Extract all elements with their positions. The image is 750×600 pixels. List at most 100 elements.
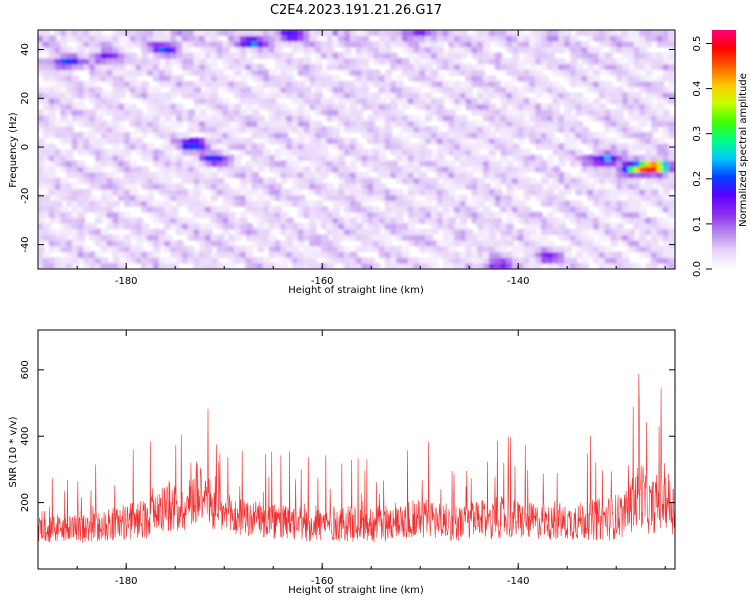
heatmap-cell [256, 63, 266, 71]
heatmap-cell [106, 194, 115, 202]
heatmap-cell [372, 228, 382, 236]
heatmap-cell [169, 205, 179, 213]
heatmap-cell [164, 63, 173, 71]
heatmap-cell [216, 69, 225, 77]
heatmap-cell [349, 137, 358, 145]
heatmap-cell [164, 148, 173, 156]
heatmap-cell [181, 46, 190, 54]
heatmap-cell [291, 245, 301, 253]
heatmap-cell [54, 86, 63, 94]
heatmap-cell [111, 120, 121, 128]
heatmap-cell [146, 194, 156, 202]
heatmap-cell [158, 228, 167, 236]
heatmap-cell [447, 217, 457, 225]
heatmap-cell [175, 240, 185, 247]
heatmap-cell [401, 245, 411, 253]
heatmap-cell [140, 222, 150, 230]
heatmap-cell [488, 75, 497, 82]
heatmap-cell [355, 143, 364, 151]
heatmap-cell [164, 257, 173, 264]
heatmap-cell [355, 114, 364, 122]
snr-x-axis-label: Height of straight line (km) [288, 585, 424, 596]
heatmap-cell [320, 69, 330, 77]
heatmap-x-tick-label: -180 [115, 276, 138, 287]
heatmap-cell [239, 52, 248, 59]
snr-x-tick-label: -140 [507, 576, 530, 587]
heatmap-cell [65, 154, 75, 162]
colorbar-tick-label: 0.4 [692, 81, 703, 97]
heatmap-cell [395, 109, 405, 116]
heatmap-cell [511, 143, 521, 151]
heatmap-cell [129, 103, 138, 111]
heatmap-cell [331, 240, 341, 247]
heatmap-cell [59, 205, 69, 213]
heatmap-cell [413, 114, 422, 122]
heatmap-cell [430, 126, 440, 133]
heatmap-cell [94, 143, 104, 151]
heatmap-cell [552, 166, 561, 173]
heatmap-cell [100, 228, 109, 236]
heatmap-cell [221, 205, 231, 213]
heatmap-cell [505, 80, 515, 88]
heatmap-cell [48, 143, 57, 151]
heatmap-cell [175, 120, 185, 128]
heatmap-cell [274, 205, 283, 213]
heatmap-cell [117, 126, 127, 133]
heatmap-cell [580, 177, 590, 185]
heatmap-cell [557, 217, 567, 225]
figure-title: C2E4.2023.191.21.26.G17 [270, 3, 442, 18]
heatmap-cell [291, 160, 301, 168]
snr-y-axis-label: SNR (10 * v/v) [8, 416, 19, 487]
heatmap-cell [210, 63, 219, 71]
heatmap-cell [320, 148, 330, 156]
heatmap-cell [279, 131, 289, 139]
heatmap-cell [245, 222, 254, 230]
heatmap-cell [580, 205, 590, 213]
heatmap-cell [221, 183, 231, 190]
heatmap-cell [355, 222, 364, 230]
heatmap-cell [129, 52, 138, 59]
heatmap-cell [175, 154, 185, 162]
heatmap-cell [384, 75, 393, 82]
heatmap-cell [465, 228, 474, 236]
heatmap-cell [424, 92, 434, 99]
heatmap-cell [274, 154, 283, 162]
heatmap-cell [372, 177, 382, 185]
heatmap-cell [505, 160, 515, 168]
heatmap-cell [268, 69, 277, 77]
heatmap-cell [303, 114, 312, 122]
heatmap-cell [389, 160, 399, 168]
heatmap-cell [337, 154, 347, 162]
heatmap-cell [644, 131, 654, 139]
heatmap-cell [552, 137, 561, 145]
heatmap-cell [586, 211, 596, 219]
heatmap-cell [221, 148, 231, 156]
heatmap-cell [239, 217, 248, 225]
heatmap-cell [360, 200, 370, 208]
heatmap-cell [349, 160, 358, 168]
heatmap-cell [38, 137, 46, 145]
heatmap-cell [227, 240, 237, 247]
heatmap-cell [592, 46, 602, 54]
heatmap-cell [210, 194, 219, 202]
heatmap-cell [297, 137, 306, 145]
heatmap-cell [546, 240, 555, 247]
heatmap-cell [123, 154, 133, 162]
heatmap-cell [250, 109, 260, 116]
colorbar-gradient [712, 30, 736, 269]
heatmap-cell [360, 57, 370, 65]
heatmap-cell [563, 171, 573, 179]
heatmap-cell [360, 35, 370, 42]
heatmap-cell [488, 103, 497, 111]
heatmap-cell [239, 109, 248, 116]
heatmap-y-tick-label: -40 [20, 236, 31, 252]
heatmap-cell [88, 109, 98, 116]
heatmap-cell [314, 57, 324, 65]
heatmap-cell [308, 228, 318, 236]
heatmap-cell [656, 137, 665, 145]
heatmap-cell [349, 251, 358, 259]
heatmap-cell [210, 35, 219, 42]
heatmap-cell [88, 80, 98, 88]
heatmap-cell [528, 97, 538, 105]
heatmap-cell [135, 240, 144, 247]
